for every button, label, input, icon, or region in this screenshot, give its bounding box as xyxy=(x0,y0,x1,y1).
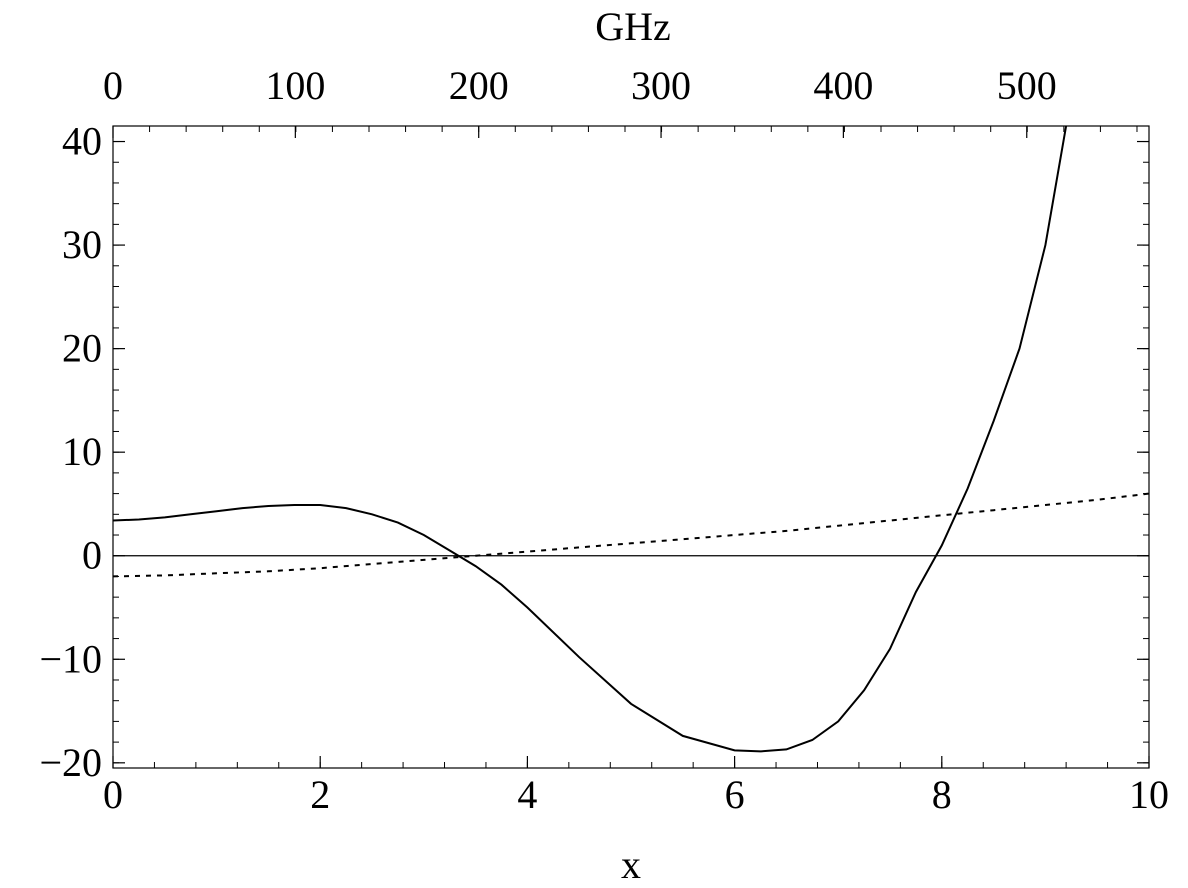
top-axis-title: GHz xyxy=(595,4,671,49)
x2-tick-label: 0 xyxy=(103,63,123,108)
y-tick-label: 20 xyxy=(62,326,102,371)
plot-frame xyxy=(112,125,1150,769)
y-tick-label: 30 xyxy=(62,222,102,267)
solid-series-line xyxy=(113,126,1068,753)
x-tick-label: 2 xyxy=(310,772,330,817)
x-tick-label: 4 xyxy=(517,772,537,817)
x2-tick-label: 200 xyxy=(449,63,509,108)
x2-tick-label: 500 xyxy=(997,63,1057,108)
y-tick-label: 10 xyxy=(62,429,102,474)
x2-tick-label: 300 xyxy=(631,63,691,108)
x-tick-label: 0 xyxy=(103,772,123,817)
y-tick-label: −10 xyxy=(39,636,102,681)
x-tick-label: 8 xyxy=(932,772,952,817)
dotted-series-line xyxy=(113,492,1149,578)
x2-tick-label: 400 xyxy=(813,63,873,108)
x2-tick-label: 100 xyxy=(265,63,325,108)
x-axis-title: x xyxy=(621,842,641,887)
x-tick-label: 10 xyxy=(1129,772,1169,817)
y-tick-label: 0 xyxy=(82,533,102,578)
x-tick-label: 6 xyxy=(725,772,745,817)
y-tick-label: 40 xyxy=(62,119,102,164)
y-tick-label: −20 xyxy=(39,740,102,785)
